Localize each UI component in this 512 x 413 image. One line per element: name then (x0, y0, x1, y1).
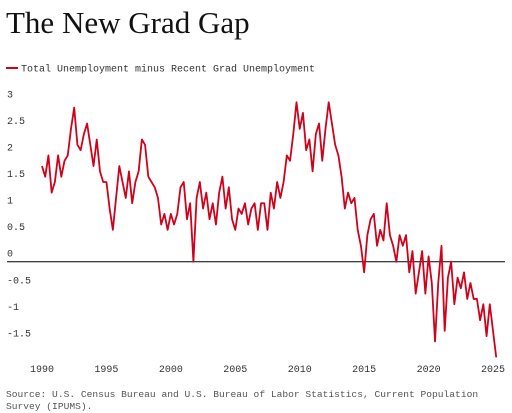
x-tick-label: 2010 (288, 365, 312, 376)
x-tick-label: 2005 (223, 365, 247, 376)
y-tick-label: -0.5 (7, 276, 31, 287)
y-tick-label: -1.5 (7, 329, 31, 340)
y-tick-label: 2 (7, 143, 13, 154)
y-tick-label: 0.5 (7, 223, 25, 234)
y-tick-label: 3 (7, 90, 13, 101)
chart: The New Grad Gap 3 2.5 2 1.5 1 0.5 0 -0.5 -1 -1.5… (6, 5, 505, 376)
x-tick-label: 2020 (417, 365, 441, 376)
x-tick-label: 1995 (94, 365, 118, 376)
x-tick-label: 2025 (481, 365, 505, 376)
y-tick-label: 1 (7, 197, 13, 208)
y-tick-label: -1 (7, 303, 19, 314)
chart-title: The New Grad Gap (6, 5, 250, 40)
x-tick-label: 2000 (159, 365, 183, 376)
source-note: Source: U.S. Census Bureau and U.S. Bure… (6, 389, 479, 412)
legend-label: Total Unemployment minus Recent Grad Une… (21, 64, 315, 76)
data-line (41, 101, 498, 358)
y-tick-label: 0 (7, 250, 13, 261)
y-tick-label: 2.5 (7, 117, 25, 128)
x-tick-label: 2015 (352, 365, 376, 376)
x-tick-label: 1990 (30, 365, 54, 376)
y-tick-label: 1.5 (7, 170, 25, 181)
